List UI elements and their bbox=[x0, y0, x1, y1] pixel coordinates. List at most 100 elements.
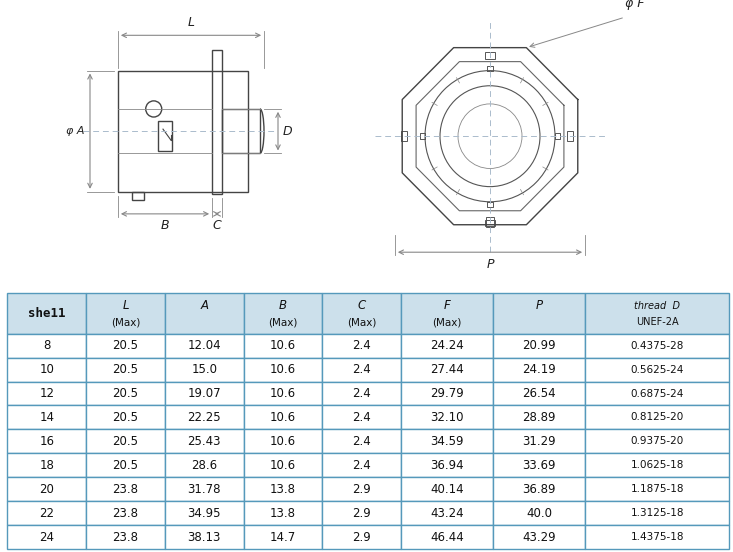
Bar bbox=[493, 429, 585, 453]
Text: 10.6: 10.6 bbox=[270, 339, 296, 352]
Text: 2.9: 2.9 bbox=[353, 507, 371, 520]
Text: C: C bbox=[358, 299, 366, 312]
Text: 20: 20 bbox=[40, 483, 54, 496]
Bar bbox=[401, 429, 493, 453]
Bar bbox=[86, 333, 165, 358]
Bar bbox=[243, 477, 323, 501]
Bar bbox=[86, 501, 165, 526]
Bar bbox=[243, 333, 323, 358]
Bar bbox=[323, 406, 401, 429]
Text: 8: 8 bbox=[43, 339, 51, 352]
Bar bbox=[401, 358, 493, 381]
Bar bbox=[7, 453, 86, 477]
Bar bbox=[7, 501, 86, 526]
Bar bbox=[165, 333, 243, 358]
Text: 14: 14 bbox=[39, 411, 54, 424]
Bar bbox=[585, 358, 729, 381]
Text: 23.8: 23.8 bbox=[112, 507, 139, 520]
Bar bbox=[243, 526, 323, 549]
Bar bbox=[243, 381, 323, 406]
Bar bbox=[243, 429, 323, 453]
Text: 43.29: 43.29 bbox=[522, 531, 556, 544]
Text: 12.04: 12.04 bbox=[188, 339, 221, 352]
Bar bbox=[86, 293, 165, 333]
Bar bbox=[165, 453, 243, 477]
Text: 25.43: 25.43 bbox=[188, 435, 221, 448]
Bar bbox=[323, 526, 401, 549]
Text: 24: 24 bbox=[39, 531, 54, 544]
Bar bbox=[132, 192, 144, 200]
Bar bbox=[401, 453, 493, 477]
Bar bbox=[585, 293, 729, 333]
Text: 22: 22 bbox=[39, 507, 54, 520]
Text: 2.4: 2.4 bbox=[353, 459, 371, 472]
Bar bbox=[86, 453, 165, 477]
Text: 1.1875-18: 1.1875-18 bbox=[630, 484, 684, 495]
Bar bbox=[585, 381, 729, 406]
Bar bbox=[158, 121, 172, 151]
Bar bbox=[7, 358, 86, 381]
Text: 0.6875-24: 0.6875-24 bbox=[630, 389, 684, 399]
Bar bbox=[323, 453, 401, 477]
Bar bbox=[118, 71, 248, 192]
Text: B: B bbox=[279, 299, 287, 312]
Bar bbox=[323, 501, 401, 526]
Text: 33.69: 33.69 bbox=[522, 459, 556, 472]
Bar bbox=[7, 333, 86, 358]
Bar bbox=[585, 477, 729, 501]
Bar bbox=[493, 453, 585, 477]
Text: 20.5: 20.5 bbox=[112, 435, 139, 448]
Text: 26.54: 26.54 bbox=[522, 387, 556, 400]
Text: F: F bbox=[443, 299, 451, 312]
Bar bbox=[493, 381, 585, 406]
Text: 40.0: 40.0 bbox=[526, 507, 552, 520]
Bar bbox=[585, 526, 729, 549]
Text: 18: 18 bbox=[40, 459, 54, 472]
Bar bbox=[323, 293, 401, 333]
Text: 12: 12 bbox=[39, 387, 54, 400]
Bar bbox=[401, 131, 407, 141]
Text: 31.78: 31.78 bbox=[188, 483, 221, 496]
Bar bbox=[165, 358, 243, 381]
Bar bbox=[7, 381, 86, 406]
Bar bbox=[485, 52, 495, 59]
Bar bbox=[7, 406, 86, 429]
Bar bbox=[243, 358, 323, 381]
Text: 22.25: 22.25 bbox=[188, 411, 221, 424]
Text: 1.4375-18: 1.4375-18 bbox=[630, 532, 684, 542]
Bar bbox=[165, 381, 243, 406]
Bar bbox=[165, 406, 243, 429]
Text: 2.4: 2.4 bbox=[353, 339, 371, 352]
Text: P: P bbox=[486, 258, 494, 271]
Bar bbox=[165, 477, 243, 501]
Bar bbox=[86, 429, 165, 453]
Text: 10.6: 10.6 bbox=[270, 363, 296, 376]
Text: 36.94: 36.94 bbox=[430, 459, 464, 472]
Text: B: B bbox=[161, 219, 169, 232]
Bar bbox=[165, 429, 243, 453]
Text: 34.59: 34.59 bbox=[430, 435, 464, 448]
Text: 31.29: 31.29 bbox=[522, 435, 556, 448]
Bar bbox=[401, 293, 493, 333]
Text: 23.8: 23.8 bbox=[112, 483, 139, 496]
Text: 20.5: 20.5 bbox=[112, 339, 139, 352]
Bar bbox=[401, 333, 493, 358]
Text: A: A bbox=[200, 299, 208, 312]
Bar bbox=[485, 220, 495, 226]
Bar bbox=[585, 501, 729, 526]
Bar bbox=[401, 381, 493, 406]
Bar bbox=[585, 333, 729, 358]
Bar bbox=[212, 50, 222, 194]
Bar bbox=[165, 501, 243, 526]
Bar bbox=[86, 526, 165, 549]
Bar bbox=[323, 333, 401, 358]
Text: 10.6: 10.6 bbox=[270, 411, 296, 424]
Text: 2.4: 2.4 bbox=[353, 435, 371, 448]
Text: (Max): (Max) bbox=[432, 317, 462, 327]
Bar bbox=[567, 131, 573, 141]
Text: 19.07: 19.07 bbox=[188, 387, 221, 400]
Bar bbox=[165, 293, 243, 333]
Text: thread  D: thread D bbox=[634, 301, 680, 311]
Text: (Max): (Max) bbox=[347, 317, 377, 327]
Text: 0.9375-20: 0.9375-20 bbox=[630, 437, 684, 447]
